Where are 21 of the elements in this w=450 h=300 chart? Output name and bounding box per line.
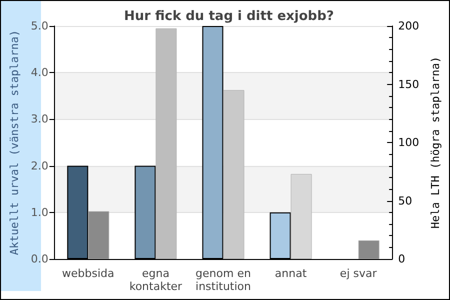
x-tick-label: webbsida bbox=[62, 267, 114, 280]
x-tick-label: ej svar bbox=[340, 267, 378, 280]
y-axis-title: Aktuellt urval (vänstra staplarna) bbox=[8, 30, 21, 256]
bar bbox=[358, 240, 380, 259]
x-tick-label: genom en institution bbox=[196, 267, 252, 293]
y2-tick-label: 0 bbox=[398, 252, 406, 266]
y-tick-label: 0.0 bbox=[30, 252, 48, 266]
y2-axis-title: Hela LTH (högra staplarna) bbox=[429, 56, 442, 229]
y-tick-label: 5.0 bbox=[30, 20, 48, 32]
y2-tick-label: 150 bbox=[398, 78, 420, 91]
y2-tick-label: 50 bbox=[398, 194, 412, 208]
x-tick-label: annat bbox=[274, 267, 308, 280]
y-tick-label: 3.0 bbox=[30, 112, 48, 126]
x-tick-label: egna kontakter bbox=[129, 267, 183, 293]
y-tick-label: 4.0 bbox=[30, 66, 48, 80]
y-tick-label: 1.0 bbox=[30, 206, 48, 219]
y2-tick-label: 200 bbox=[398, 20, 420, 32]
chart-title: Hur fick du tag i ditt exjobb? bbox=[124, 9, 334, 24]
y-tick-label: 2.0 bbox=[30, 159, 48, 172]
bar bbox=[156, 28, 177, 259]
y2-tick-label: 100 bbox=[398, 136, 420, 149]
